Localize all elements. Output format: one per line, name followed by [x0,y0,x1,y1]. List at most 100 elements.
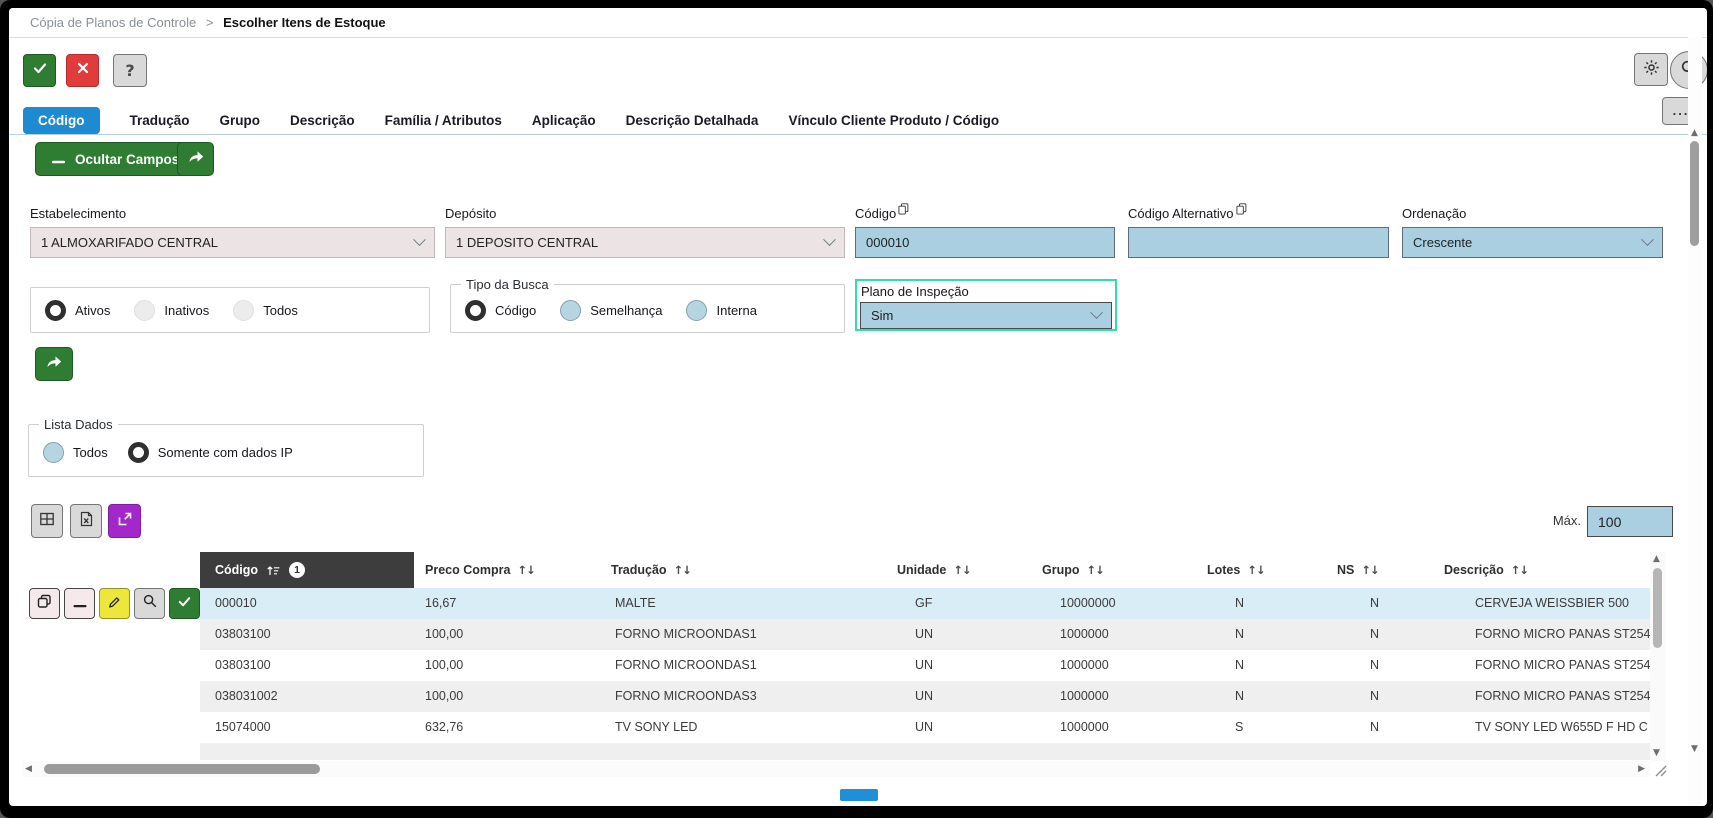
remove-row-button[interactable] [64,588,95,619]
chevron-down-icon [413,233,426,247]
sort-order-badge: 1 [289,562,306,578]
sort-ascending-icon [266,564,281,577]
radio-busca-codigo[interactable]: Código [465,300,536,321]
tab-aplicacao[interactable]: Aplicação [531,113,596,128]
codigo-alternativo-input[interactable] [1128,227,1389,258]
table-row[interactable]: 03803100 100,00 FORNO MICROONDAS1 UN 1000000… [200,619,1650,650]
ordenacao-select[interactable]: Crescente [1402,227,1663,258]
radio-busca-interna[interactable]: Interna [686,300,757,321]
radio-lista-todos[interactable]: Todos [43,442,108,463]
edit-row-button[interactable] [99,588,130,619]
column-header-unidade[interactable]: Unidade ↑↓ [890,552,1035,588]
tab-traducao[interactable]: Tradução [129,113,190,128]
lista-dados-group: Lista Dados Todos Somente com dados IP [28,417,424,477]
help-button[interactable]: ? [113,54,147,87]
check-icon [177,594,192,614]
scroll-up-icon[interactable]: ▲ [1653,554,1660,564]
column-header-lotes[interactable]: Lotes ↑↓ [1200,552,1330,588]
table-body: 000010 16,67 MALTE GF 10000000 N N CERVEJA WEIS… [200,588,1650,760]
hide-fields-button[interactable]: Ocultar Campos [35,142,197,176]
grid-horizontal-scrollbar[interactable]: ◀ ▶ [22,761,1650,777]
tab-vinculo-cliente[interactable]: Vínculo Cliente Produto / Código [788,113,1000,128]
excel-file-icon [79,511,94,532]
codigo-label: Código [855,203,909,221]
sort-icon: ↑↓ [1361,563,1379,577]
table-row[interactable]: 03803100 100,00 FORNO MICROONDAS1 UN 1000000… [200,650,1650,681]
close-icon [76,61,90,80]
radio-inativos[interactable]: Inativos [134,300,209,321]
ordenacao-value: Crescente [1413,235,1473,250]
column-header-descricao[interactable]: Descrição ↑↓ [1435,552,1650,588]
grid-scroll-thumb[interactable] [1653,568,1662,648]
select-row-button[interactable] [169,588,200,619]
column-header-traducao[interactable]: Tradução ↑↓ [600,552,890,588]
page-horizontal-scroll-thumb[interactable] [840,789,878,801]
scroll-left-icon[interactable]: ◀ [25,764,32,774]
deposito-label: Depósito [445,206,497,221]
tab-grupo[interactable]: Grupo [219,113,261,128]
plano-inspecao-select[interactable]: Sim [860,302,1112,329]
copy-row-button[interactable] [29,588,60,619]
radio-lista-somente-ip[interactable]: Somente com dados IP [127,442,293,463]
column-header-preco-compra[interactable]: Preco Compra ↑↓ [414,552,600,588]
codigo-input[interactable]: 000010 [855,227,1115,258]
scroll-down-icon[interactable]: ▼ [1691,744,1698,754]
tab-descricao-detalhada[interactable]: Descrição Detalhada [625,113,759,128]
table-row[interactable]: 000010 16,67 MALTE GF 10000000 N N CERVEJA WEIS… [200,588,1650,619]
breadcrumb-parent[interactable]: Cópia de Planos de Controle [30,15,197,30]
forward-arrow-icon [45,353,63,375]
max-label: Máx. [1552,513,1581,528]
tab-descricao[interactable]: Descrição [290,113,355,128]
grid-vertical-scrollbar[interactable]: ▲ ▼ [1650,552,1665,761]
tab-codigo[interactable]: Código [23,107,100,134]
scroll-up-icon[interactable]: ▲ [1691,128,1698,138]
radio-unselected-icon [43,442,64,463]
column-header-ns[interactable]: NS ↑↓ [1330,552,1435,588]
horizontal-scroll-thumb[interactable] [44,764,320,774]
table-header: Código 1 Preco Compra ↑↓ Tradução ↑↓ Unida… [200,552,1650,588]
radio-selected-icon [465,300,486,321]
column-header-grupo[interactable]: Grupo ↑↓ [1035,552,1200,588]
tab-divider [9,134,1707,135]
copy-icon[interactable] [1235,203,1247,218]
export-excel-button[interactable] [70,504,102,538]
estabelecimento-select[interactable]: 1 ALMOXARIFADO CENTRAL [30,227,435,258]
breadcrumb: Cópia de Planos de Controle > Escolher I… [9,8,1707,38]
max-input[interactable]: 100 [1587,506,1673,537]
tab-bar: Código Tradução Grupo Descrição Família … [23,107,999,134]
execute-button-filters[interactable] [35,347,73,381]
grid-layout-button[interactable] [31,504,63,538]
page-scroll-thumb[interactable] [1690,141,1699,246]
table-row[interactable]: 15074000 632,76 TV SONY LED UN 1000000 S N TV S… [200,712,1650,743]
deposito-select[interactable]: 1 DEPOSITO CENTRAL [445,227,845,258]
scroll-right-icon[interactable]: ▶ [1638,764,1645,774]
cancel-button[interactable] [66,54,99,87]
lista-dados-legend: Lista Dados [39,417,118,432]
radio-busca-semelhanca[interactable]: Semelhança [560,300,662,321]
radio-selected-icon [45,300,66,321]
ordenacao-label: Ordenação [1402,206,1467,221]
column-header-codigo[interactable]: Código 1 [200,552,414,588]
resize-grip[interactable] [1653,763,1667,782]
status-radio-group: Ativos Inativos Todos [30,287,430,333]
expand-grid-button[interactable] [108,504,141,538]
sort-icon: ↑↓ [517,563,535,577]
estabelecimento-label: Estabelecimento [30,206,127,221]
radio-selected-icon [127,442,149,463]
check-icon [32,60,48,81]
table-row[interactable]: 038031002 100,00 FORNO MICROONDAS3 UN 100000… [200,681,1650,712]
tab-familia-atributos[interactable]: Família / Atributos [384,113,502,128]
codigo-alternativo-label: Código Alternativo [1128,203,1247,221]
search-row-button[interactable] [134,588,165,619]
execute-button-top[interactable] [177,142,214,176]
scroll-down-icon[interactable]: ▼ [1653,748,1660,758]
confirm-button[interactable] [23,54,56,87]
radio-todos[interactable]: Todos [233,300,298,321]
page-vertical-scrollbar[interactable]: ▲ ▼ [1688,37,1702,806]
max-value: 100 [1598,513,1622,530]
radio-ativos[interactable]: Ativos [45,300,110,321]
hide-fields-label: Ocultar Campos [75,151,180,167]
settings-button[interactable] [1634,53,1668,86]
copy-icon[interactable] [898,203,909,218]
